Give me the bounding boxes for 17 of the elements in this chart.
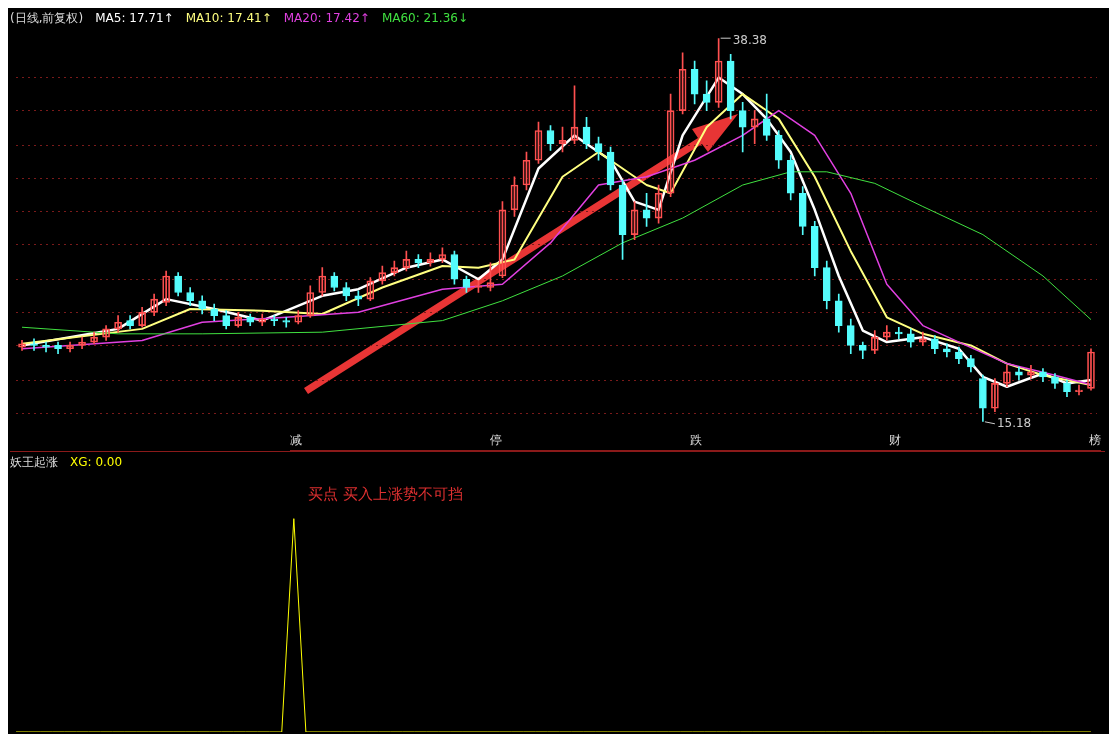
text: MA60: 21.36↓ [381,11,468,25]
text: 减 [290,432,302,449]
candlestick [270,315,279,326]
text: MA20: 17.42↑ [283,11,370,25]
chart-title: (日线,前复权) [10,9,84,27]
candlestick [30,338,38,351]
text: 停 [489,432,502,449]
text: XG: 0.00 [70,455,123,469]
annotation: 38.38 [732,33,768,48]
annotation: 15.18 [996,415,1032,430]
text: 财 [889,432,902,449]
text: 买点 买入上涨势不可挡 [307,485,463,504]
text: MA5: 17.71↑ [95,11,174,25]
text: 跌 [689,432,702,449]
chart-title: 妖王起涨 [10,453,58,471]
text: 榜 [1089,432,1101,449]
text: MA10: 17.41↑ [185,11,272,25]
